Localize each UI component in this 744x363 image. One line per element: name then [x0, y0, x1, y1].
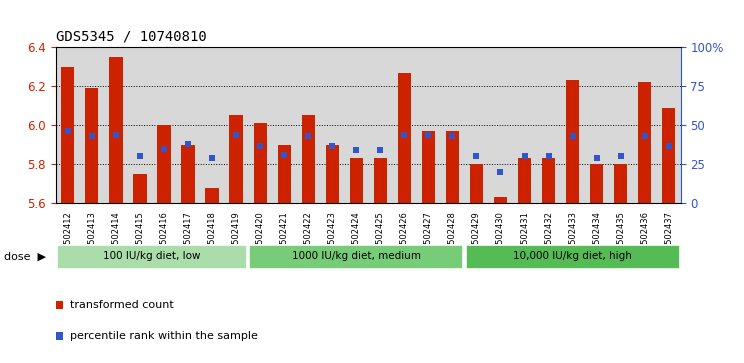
Text: transformed count: transformed count: [69, 300, 173, 310]
Bar: [254, 123, 267, 203]
Bar: [566, 80, 580, 203]
Bar: [446, 131, 459, 203]
Bar: [662, 108, 676, 203]
Bar: [350, 158, 363, 203]
Bar: [229, 115, 243, 203]
Bar: [158, 125, 170, 203]
Bar: [422, 131, 435, 203]
Bar: [182, 145, 195, 203]
Bar: [61, 67, 74, 203]
Bar: [398, 73, 411, 203]
Text: GDS5345 / 10740810: GDS5345 / 10740810: [56, 29, 207, 43]
Bar: [470, 164, 483, 203]
Bar: [109, 57, 123, 203]
Bar: [590, 164, 603, 203]
Bar: [249, 245, 464, 269]
Bar: [466, 245, 679, 269]
Bar: [518, 158, 531, 203]
Bar: [133, 174, 147, 203]
Bar: [614, 164, 627, 203]
Bar: [301, 115, 315, 203]
Bar: [542, 158, 555, 203]
Bar: [57, 245, 247, 269]
Text: percentile rank within the sample: percentile rank within the sample: [69, 331, 257, 341]
Bar: [86, 88, 98, 203]
Text: 10,000 IU/kg diet, high: 10,000 IU/kg diet, high: [513, 251, 632, 261]
Bar: [494, 197, 507, 203]
Bar: [205, 188, 219, 203]
Bar: [373, 158, 387, 203]
Bar: [638, 82, 651, 203]
Text: 100 IU/kg diet, low: 100 IU/kg diet, low: [103, 251, 201, 261]
Text: dose  ▶: dose ▶: [4, 252, 45, 262]
Bar: [278, 145, 291, 203]
Text: 1000 IU/kg diet, medium: 1000 IU/kg diet, medium: [292, 251, 421, 261]
Bar: [326, 145, 339, 203]
